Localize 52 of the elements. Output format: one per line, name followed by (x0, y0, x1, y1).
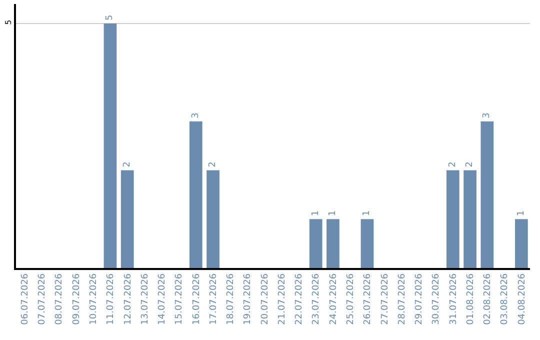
x-tick-label: 08.07.2026 (54, 273, 65, 325)
data-label: 1 (362, 210, 372, 216)
x-tick-label: 06.07.2026 (20, 273, 30, 325)
x-tick-label: 07.07.2026 (38, 273, 48, 325)
bar (309, 219, 322, 268)
data-label: 2 (465, 161, 476, 168)
x-tick-label: 12.07.2026 (123, 273, 134, 325)
x-tick-label: 16.07.2026 (192, 273, 202, 325)
bar (446, 170, 460, 268)
x-tick-label: 15.07.2026 (174, 273, 185, 325)
x-tick-label: 19.07.2026 (243, 273, 254, 325)
x-tick-label: 29.07.2026 (414, 273, 425, 325)
x-tick-label: 20.07.2026 (260, 273, 270, 325)
x-tick-label: 04.08.2026 (517, 273, 528, 325)
x-tick-label: 11.07.2026 (106, 273, 116, 325)
x-tick-label: 25.07.2026 (346, 273, 356, 325)
x-tick-label: 01.08.2026 (466, 273, 476, 325)
x-tick-label: 26.07.2026 (363, 273, 374, 325)
x-tick-label: 03.08.2026 (500, 273, 510, 325)
x-tick-label: 23.07.2026 (312, 273, 322, 325)
x-tick-label: 17.07.2026 (208, 273, 219, 325)
data-label: 1 (328, 210, 338, 216)
data-label: 5 (105, 14, 116, 21)
x-tick-label: 21.07.2026 (277, 273, 288, 325)
x-tick-label: 18.07.2026 (226, 273, 236, 325)
data-label: 1 (310, 210, 321, 216)
x-tick-label: 22.07.2026 (294, 273, 305, 325)
bar (515, 219, 528, 268)
x-tick-label: 09.07.2026 (72, 273, 82, 325)
bar (189, 121, 202, 268)
x-tick-label: 30.07.2026 (432, 273, 442, 325)
bar (464, 170, 476, 268)
x-tick-label: 02.08.2026 (483, 273, 494, 325)
x-tick-label: 31.07.2026 (448, 273, 459, 325)
bar (360, 219, 374, 268)
x-tick-label: 13.07.2026 (140, 273, 150, 325)
bar (120, 170, 134, 268)
x-tick-label: 24.07.2026 (328, 273, 339, 325)
data-label: 2 (448, 161, 458, 168)
data-label: 3 (190, 112, 201, 118)
x-tick-label: 27.07.2026 (380, 273, 390, 325)
x-tick-label: 28.07.2026 (397, 273, 408, 325)
data-label: 3 (482, 112, 492, 118)
data-label: 1 (516, 210, 526, 216)
data-label: 2 (122, 161, 132, 168)
x-tick-label: 10.07.2026 (89, 273, 100, 325)
bar (104, 24, 117, 268)
bar (326, 219, 340, 268)
bar (206, 170, 220, 268)
x-tick-label: 14.07.2026 (158, 273, 168, 325)
data-label: 2 (208, 161, 218, 168)
bar (480, 121, 494, 268)
